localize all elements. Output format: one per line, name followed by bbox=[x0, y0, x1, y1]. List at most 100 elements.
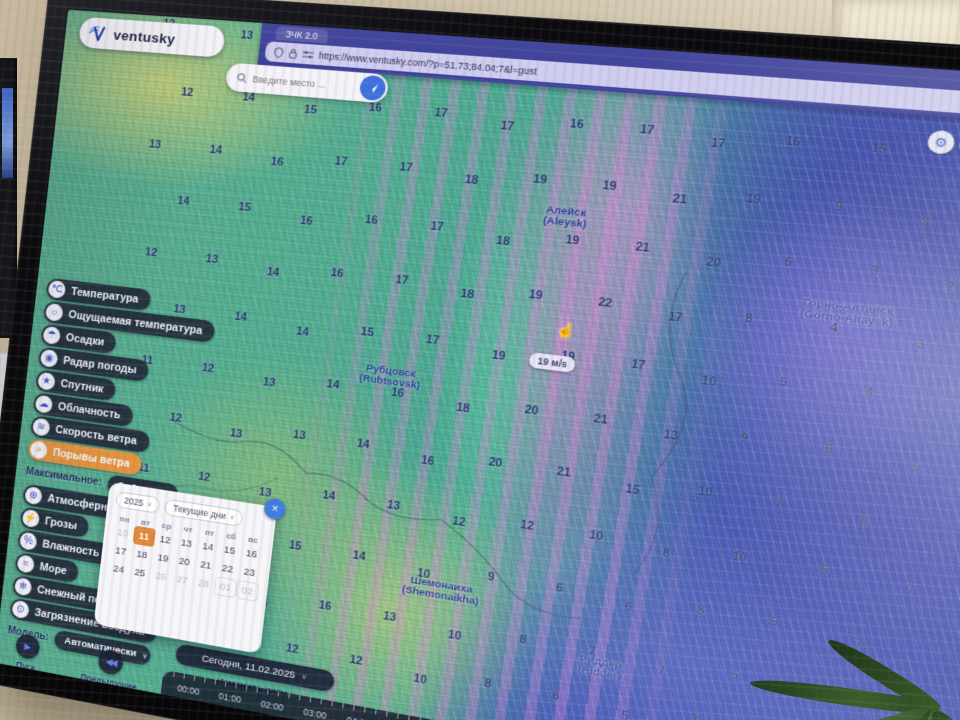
search-input[interactable] bbox=[252, 73, 348, 92]
wind-gusts-icon: » bbox=[29, 440, 48, 460]
gust-value: 5 bbox=[778, 375, 788, 390]
gust-value: 13 bbox=[382, 610, 397, 625]
gust-value: 13 bbox=[148, 137, 162, 152]
gust-value: 6 bbox=[824, 441, 834, 457]
gust-value: 13 bbox=[229, 426, 243, 441]
gust-value: 5 bbox=[620, 708, 630, 720]
calendar-day[interactable]: 25 bbox=[133, 566, 146, 580]
gust-value: 18 bbox=[464, 173, 479, 188]
sidebar-item-label: Влажность bbox=[41, 537, 101, 560]
gust-value: 16 bbox=[269, 155, 284, 170]
gust-value: 12 bbox=[197, 469, 211, 484]
gust-value: 8 bbox=[518, 633, 528, 648]
gust-value: 6 bbox=[555, 581, 564, 596]
gust-value: 19 bbox=[491, 348, 507, 363]
sidebar-item-label: Облачность bbox=[57, 400, 122, 422]
gust-value: 20 bbox=[523, 402, 540, 418]
cursor-hand-icon: ☝ bbox=[555, 321, 577, 340]
gust-value: 13 bbox=[386, 497, 401, 513]
gust-value: 17 bbox=[499, 119, 515, 134]
gust-value: 9 bbox=[739, 430, 749, 446]
timeline-hour-label[interactable]: 02:00 bbox=[260, 698, 285, 714]
gust-value: 12 bbox=[180, 86, 194, 100]
calendar-day[interactable]: 27 bbox=[176, 573, 189, 587]
chevron-down-icon: ∨ bbox=[146, 501, 153, 509]
gust-value: 7 bbox=[774, 495, 784, 510]
calendar-day[interactable]: 02 bbox=[235, 579, 260, 602]
gust-value: 20 bbox=[487, 455, 503, 471]
air-pollution-icon: ⊙ bbox=[11, 599, 30, 620]
gust-value: 16 bbox=[299, 213, 314, 228]
gust-value: 12 bbox=[144, 245, 158, 260]
gust-value: 18 bbox=[455, 401, 471, 416]
timeline-hour-label[interactable]: 00:00 bbox=[176, 682, 200, 698]
gust-value: 18 bbox=[459, 287, 475, 302]
gust-value: 16 bbox=[364, 213, 379, 228]
gust-value: 13 bbox=[205, 252, 219, 266]
gust-value: 15 bbox=[870, 141, 888, 157]
gust-value: 14 bbox=[295, 324, 310, 339]
pressure-icon: ⊕ bbox=[24, 485, 43, 506]
weather-radar-icon: ◉ bbox=[39, 348, 59, 368]
gust-value: 20 bbox=[705, 255, 722, 270]
rewind-icon: ◀◀ bbox=[105, 655, 117, 668]
sidebar-item-label: Грозы bbox=[44, 514, 78, 532]
gust-value: 12 bbox=[348, 653, 364, 669]
cloud-cover-icon: ☁ bbox=[34, 394, 54, 414]
gust-value: 18 bbox=[495, 233, 511, 249]
satellite-icon: ★ bbox=[37, 371, 56, 391]
gust-value: 17 bbox=[398, 160, 414, 175]
gust-value: 14 bbox=[356, 437, 371, 452]
gust-value: 9 bbox=[486, 570, 496, 585]
gust-value: 17 bbox=[630, 357, 647, 373]
chevron-down-icon: ∨ bbox=[229, 514, 235, 522]
sidebar-item-label: Температура bbox=[70, 285, 140, 306]
gust-value: 21 bbox=[556, 465, 572, 481]
timeline-hour-label[interactable]: 04:00 bbox=[346, 715, 371, 720]
calendar-day[interactable]: 24 bbox=[112, 562, 125, 576]
gust-value: 14 bbox=[241, 91, 256, 105]
gust-value: 16 bbox=[317, 599, 333, 614]
gust-value: 8 bbox=[661, 546, 671, 561]
gust-value: 8 bbox=[483, 677, 492, 692]
timeline-hour-label[interactable]: 03:00 bbox=[302, 706, 327, 720]
gust-value: 12 bbox=[519, 517, 535, 533]
gust-value: 12 bbox=[285, 642, 300, 657]
gust-value: 17 bbox=[667, 310, 684, 326]
gust-value: 19 bbox=[601, 178, 618, 194]
gust-value: 19 bbox=[564, 233, 581, 249]
temperature-icon: ℃ bbox=[47, 279, 67, 299]
gust-value: 12 bbox=[451, 514, 467, 530]
gust-value: 8 bbox=[744, 311, 754, 326]
gust-value: 10 bbox=[588, 528, 605, 544]
gust-value: 17 bbox=[394, 272, 410, 288]
gust-value: 6 bbox=[783, 255, 793, 270]
settings-icon[interactable]: ⚙ bbox=[926, 129, 956, 156]
gust-value: 15 bbox=[360, 325, 375, 340]
city-label: Алейск (Aleysk) bbox=[542, 204, 588, 232]
tune-icon bbox=[302, 50, 314, 59]
gust-value: 16 bbox=[368, 101, 383, 116]
gust-value: 13 bbox=[292, 428, 307, 443]
calendar-day[interactable]: 01 bbox=[213, 576, 238, 599]
calendar-day[interactable]: 26 bbox=[154, 569, 167, 583]
chevron-down-icon: ∨ bbox=[141, 652, 148, 661]
gust-value: 14 bbox=[176, 194, 191, 209]
gust-value: 16 bbox=[330, 265, 345, 280]
send-icon bbox=[367, 83, 378, 93]
locate-button[interactable] bbox=[358, 74, 387, 102]
sidebar-item-label: Спутник bbox=[60, 377, 105, 396]
calendar-day[interactable]: 28 bbox=[197, 576, 210, 591]
sidebar-item-label: Осадки bbox=[65, 331, 105, 349]
gust-value: 10 bbox=[697, 484, 714, 501]
gust-value: 13 bbox=[258, 485, 273, 501]
year-select[interactable]: 2025 ∨ bbox=[115, 490, 161, 514]
gust-value: 6 bbox=[623, 599, 633, 614]
sea-icon: ≈ bbox=[16, 554, 35, 574]
gust-value: 14 bbox=[321, 488, 337, 503]
gust-value: 19 bbox=[745, 191, 762, 207]
chevron-down-icon: ∨ bbox=[300, 673, 308, 682]
gust-value: 10 bbox=[447, 628, 462, 644]
timeline-hour-label[interactable]: 01:00 bbox=[218, 690, 242, 706]
